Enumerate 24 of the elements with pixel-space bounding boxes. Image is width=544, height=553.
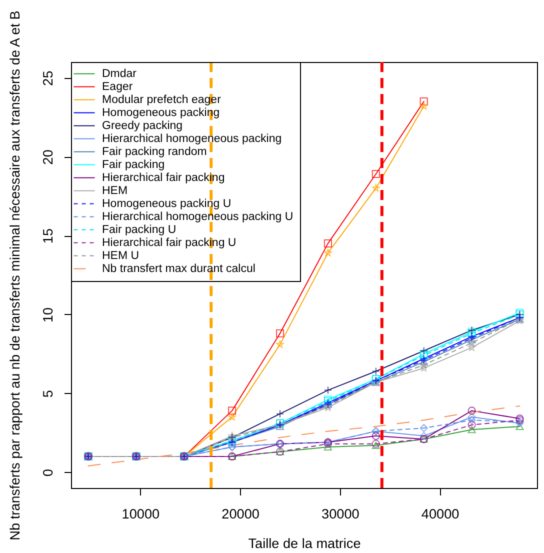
y-tick-label: 25 <box>40 70 56 86</box>
legend-label: Hierarchical homogeneous packing U <box>102 210 294 223</box>
x-tick-label: 10000 <box>122 506 160 522</box>
legend-label: Homogeneous packing U <box>102 198 232 210</box>
legend-label: HEM <box>102 184 128 197</box>
legend-label: Fair packing <box>102 158 165 171</box>
y-axis-title: Nb transferts par rapport au nb de transferts minimal nécessaire aux transferts de A et B <box>8 10 22 540</box>
legend-label: Eager <box>102 80 133 93</box>
legend-label: HEM U <box>102 250 140 262</box>
legend-label: Greedy packing <box>102 120 183 132</box>
y-tick-label: 10 <box>40 306 56 323</box>
y-tick-label: 0 <box>40 468 56 477</box>
x-tick-label: 30000 <box>322 506 360 522</box>
legend-label: Fair packing U <box>102 224 176 236</box>
legend-label: Fair packing random <box>102 146 207 158</box>
legend-label: Nb transfert max durant calcul <box>102 262 256 275</box>
y-tick-label: 15 <box>40 228 56 244</box>
x-tick-label: 20000 <box>222 506 260 522</box>
x-axis-title: Taille de la matrice <box>248 536 361 552</box>
legend-label: Hierarchical homogeneous packing <box>102 132 282 145</box>
legend-label: Dmdar <box>102 68 137 80</box>
y-tick-label: 5 <box>40 390 56 398</box>
x-tick-label: 40000 <box>421 506 460 522</box>
y-tick-label: 20 <box>40 149 56 165</box>
